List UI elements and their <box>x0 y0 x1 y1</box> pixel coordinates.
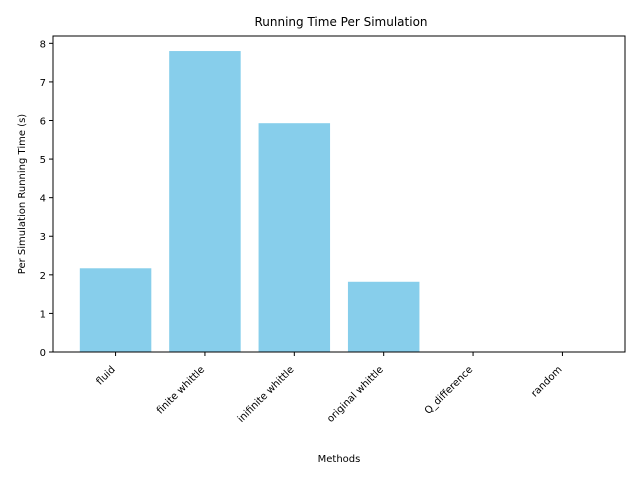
y-axis-label: Per Simulation Running Time (s) <box>17 114 28 274</box>
x-tick-label: original whittle <box>325 364 386 425</box>
y-axis-ticks: 0 1 2 3 4 5 6 7 8 <box>40 39 53 359</box>
y-tick-label: 0 <box>40 348 46 359</box>
bars-group <box>79 51 420 353</box>
x-tick-label: random <box>529 364 564 399</box>
x-tick-label: fluid <box>95 364 118 387</box>
x-axis-label: Methods <box>318 454 361 465</box>
y-tick-label: 1 <box>40 309 46 320</box>
y-tick-label: 2 <box>40 271 46 282</box>
x-tick-label: Q_difference <box>423 364 475 416</box>
plot-frame <box>52 35 626 353</box>
bar-inifinite-whittle <box>258 123 331 352</box>
x-axis-ticks: fluid finite whittle inifinite whittle orig… <box>95 352 565 425</box>
x-tick-label: finite whittle <box>155 364 207 416</box>
bar-original-whittle <box>347 281 420 352</box>
y-tick-label: 7 <box>40 78 46 89</box>
y-tick-label: 6 <box>40 116 46 127</box>
x-tick-label: inifinite whittle <box>236 364 297 425</box>
y-tick-label: 8 <box>40 39 46 50</box>
bar-finite-whittle <box>169 51 241 353</box>
y-tick-label: 3 <box>40 232 46 243</box>
y-tick-label: 5 <box>40 155 46 166</box>
chart-title: Running Time Per Simulation <box>254 15 427 29</box>
y-tick-label: 4 <box>40 194 46 205</box>
bar-fluid <box>79 268 152 352</box>
